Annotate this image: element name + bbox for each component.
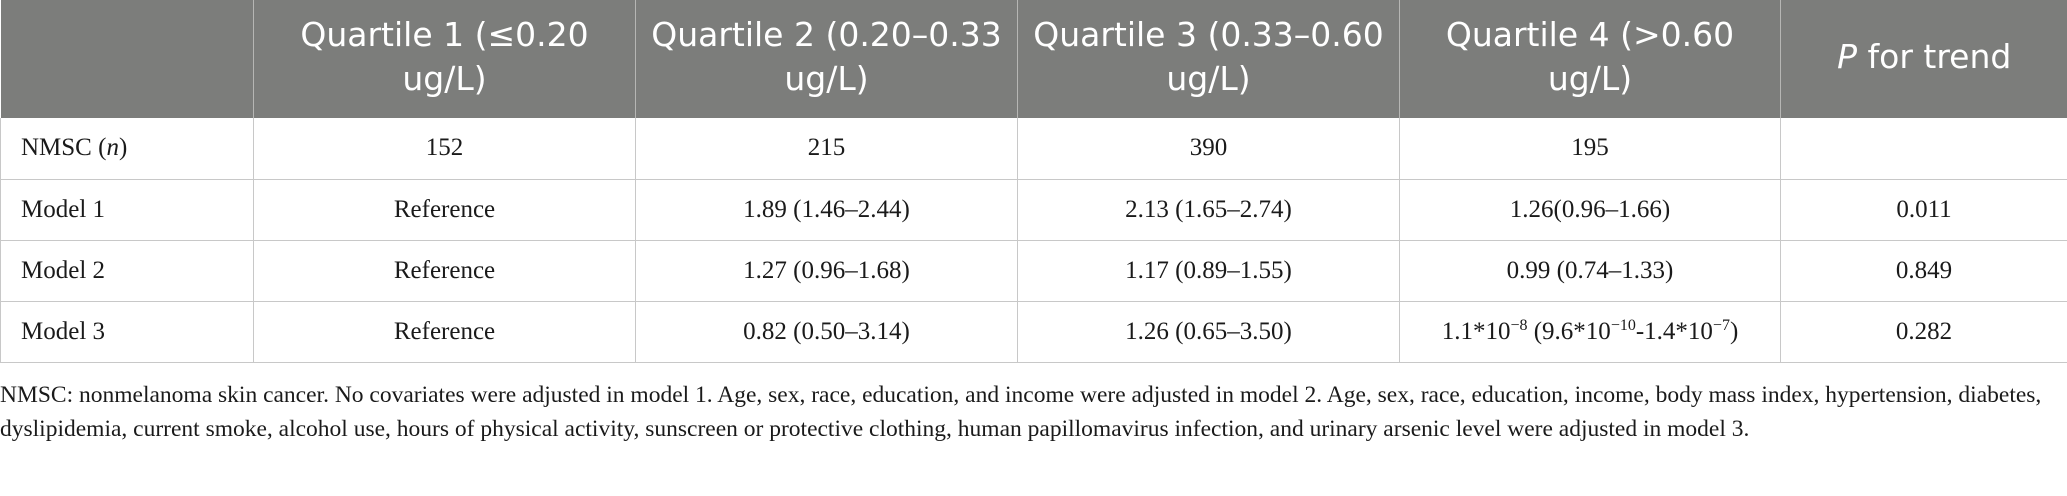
table-row-model-2: Model 2 Reference 1.27 (0.96–1.68) 1.17 … bbox=[0, 240, 2067, 302]
table-header: Quartile 1 (≤0.20 ug/L) Quartile 2 (0.20… bbox=[0, 0, 2067, 118]
table-body: NMSC (n) 152 215 390 195 Model 1 Referen… bbox=[0, 118, 2067, 363]
header-quartile-2: Quartile 2 (0.20–0.33 ug/L) bbox=[635, 0, 1018, 118]
table-row-nmsc: NMSC (n) 152 215 390 195 bbox=[0, 118, 2067, 180]
nmsc-q1-cell: 152 bbox=[253, 118, 636, 180]
model3-p-cell: 0.282 bbox=[1780, 301, 2067, 363]
model3-q2-cell: 0.82 (0.50–3.14) bbox=[635, 301, 1018, 363]
model3-q4-part-c: -1.4*10 bbox=[1635, 317, 1713, 345]
header-quartile-1: Quartile 1 (≤0.20 ug/L) bbox=[253, 0, 636, 118]
model3-q4-cell: 1.1*10−8 (9.6*10−10-1.4*10−7) bbox=[1399, 301, 1781, 363]
model3-q3-cell: 1.26 (0.65–3.50) bbox=[1017, 301, 1400, 363]
model1-q2-cell: 1.89 (1.46–2.44) bbox=[635, 179, 1018, 241]
model2-q4-cell: 0.99 (0.74–1.33) bbox=[1399, 240, 1781, 302]
table-row-model-3: Model 3 Reference 0.82 (0.50–3.14) 1.26 … bbox=[0, 301, 2067, 363]
model3-q1-cell: Reference bbox=[253, 301, 636, 363]
row-label-nmsc: NMSC (n) bbox=[0, 118, 254, 180]
nmsc-label-close: ) bbox=[118, 134, 128, 162]
header-p-for-trend: P for trend bbox=[1781, 0, 2067, 118]
nmsc-label-text: NMSC ( bbox=[21, 134, 107, 162]
table-row-model-1: Model 1 Reference 1.89 (1.46–2.44) 2.13 … bbox=[0, 179, 2067, 241]
header-quartile-3: Quartile 3 (0.33–0.60 ug/L) bbox=[1017, 0, 1400, 118]
row-label-model-1: Model 1 bbox=[0, 179, 254, 241]
model1-q1-cell: Reference bbox=[253, 179, 636, 241]
row-label-model-3: Model 3 bbox=[0, 301, 254, 363]
header-row: Quartile 1 (≤0.20 ug/L) Quartile 2 (0.20… bbox=[0, 0, 2067, 118]
model2-q1-cell: Reference bbox=[253, 240, 636, 302]
model1-q4-cell: 1.26(0.96–1.66) bbox=[1399, 179, 1781, 241]
results-table-container: Quartile 1 (≤0.20 ug/L) Quartile 2 (0.20… bbox=[0, 0, 2067, 363]
nmsc-p-cell bbox=[1780, 118, 2067, 180]
model3-q4-exp-a: −8 bbox=[1510, 316, 1528, 334]
row-label-model-2: Model 2 bbox=[0, 240, 254, 302]
model1-q3-cell: 2.13 (1.65–2.74) bbox=[1017, 179, 1400, 241]
model3-q4-exp-c: −7 bbox=[1712, 316, 1730, 334]
header-p-rest: for trend bbox=[1857, 37, 2012, 76]
table-footnote: NMSC: nonmelanoma skin cancer. No covari… bbox=[0, 382, 2042, 442]
model3-q4-part-b: (9.6*10 bbox=[1527, 317, 1611, 345]
model3-q4-part-d: ) bbox=[1729, 317, 1739, 345]
nmsc-q4-cell: 195 bbox=[1399, 118, 1781, 180]
results-table: Quartile 1 (≤0.20 ug/L) Quartile 2 (0.20… bbox=[0, 0, 2067, 363]
model3-q4-exp-b: −10 bbox=[1610, 316, 1636, 334]
nmsc-q3-cell: 390 bbox=[1017, 118, 1400, 180]
model2-q2-cell: 1.27 (0.96–1.68) bbox=[635, 240, 1018, 302]
nmsc-label-n: n bbox=[106, 134, 119, 162]
header-quartile-4: Quartile 4 (>0.60 ug/L) bbox=[1399, 0, 1781, 118]
model3-q4-part-a: 1.1*10 bbox=[1441, 317, 1511, 345]
nmsc-q2-cell: 215 bbox=[635, 118, 1018, 180]
model2-q3-cell: 1.17 (0.89–1.55) bbox=[1017, 240, 1400, 302]
header-blank bbox=[0, 0, 254, 118]
model2-p-cell: 0.849 bbox=[1780, 240, 2067, 302]
model1-p-cell: 0.011 bbox=[1780, 179, 2067, 241]
header-p-italic: P bbox=[1837, 37, 1858, 76]
